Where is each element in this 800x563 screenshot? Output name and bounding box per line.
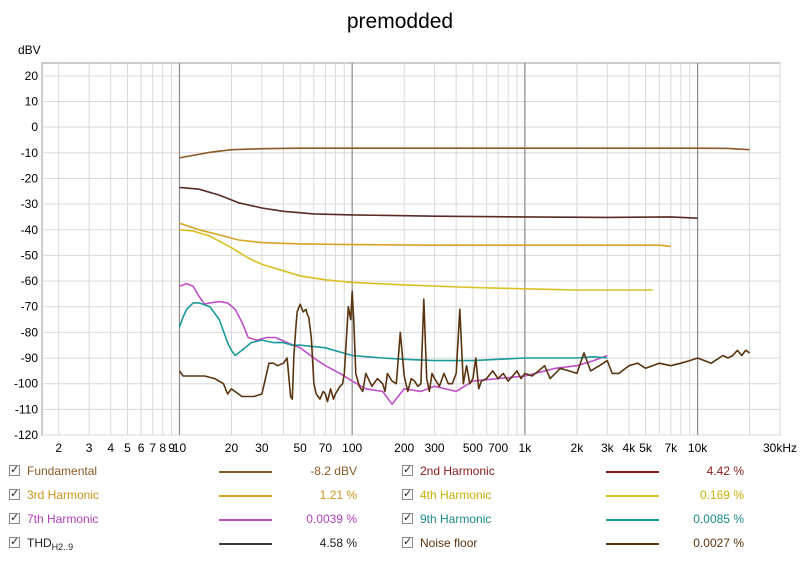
legend-name: THDH2..9 bbox=[27, 536, 74, 552]
x-tick-label: 20 bbox=[225, 441, 239, 455]
chart-series bbox=[178, 147, 751, 406]
legend-value: 4.42 % bbox=[706, 464, 744, 478]
legend-swatch bbox=[219, 519, 272, 521]
y-tick-label: -90 bbox=[21, 351, 39, 365]
legend-value: 1.21 % bbox=[319, 488, 357, 502]
series-line-fundamental bbox=[179, 147, 750, 159]
legend-value: 0.0085 % bbox=[693, 512, 744, 526]
y-tick-label: -20 bbox=[21, 171, 39, 185]
y-tick-label: -10 bbox=[21, 146, 39, 160]
x-tick-label: 10k bbox=[688, 441, 708, 455]
legend-item-9th-harmonic: 9th Harmonic 0.0085 % bbox=[393, 508, 793, 532]
legend-name: 3rd Harmonic bbox=[27, 488, 100, 502]
chart-title: premodded bbox=[346, 10, 454, 33]
y-tick-label: -100 bbox=[14, 377, 38, 391]
legend-item-thd: THDH2..9 4.58 % bbox=[0, 532, 400, 556]
series-line-9th-harmonic bbox=[178, 302, 608, 362]
x-tick-label: 5k bbox=[639, 441, 653, 455]
x-tick-label: 3k bbox=[601, 441, 615, 455]
checkbox-icon[interactable] bbox=[9, 535, 20, 548]
legend-swatch bbox=[606, 519, 659, 521]
legend-item-2nd-harmonic: 2nd Harmonic 4.42 % bbox=[393, 460, 793, 484]
x-tick-label: 6 bbox=[138, 441, 145, 455]
legend-value: 0.0027 % bbox=[693, 536, 744, 550]
legend-swatch bbox=[219, 495, 272, 497]
y-tick-label: -50 bbox=[21, 248, 39, 262]
y-tick-label: -80 bbox=[21, 325, 39, 339]
x-tick-label: 700 bbox=[488, 441, 508, 455]
y-tick-label: -30 bbox=[21, 197, 39, 211]
x-tick-label: 3 bbox=[86, 441, 93, 455]
legend: Fundamental -8.2 dBV 2nd Harmonic 4.42 % 3rd… bbox=[0, 459, 800, 563]
x-tick-label: 7k bbox=[664, 441, 678, 455]
x-tick-label: 1k bbox=[519, 441, 533, 455]
y-tick-label: -70 bbox=[21, 300, 39, 314]
legend-swatch bbox=[219, 471, 272, 473]
checkbox-icon[interactable] bbox=[9, 463, 20, 476]
y-tick-label: 20 bbox=[25, 69, 39, 83]
x-tick-label: 70 bbox=[319, 441, 333, 455]
checkbox-icon[interactable] bbox=[402, 535, 413, 548]
legend-name: 4th Harmonic bbox=[420, 488, 492, 502]
x-tick-label: 300 bbox=[425, 441, 445, 455]
legend-name: Fundamental bbox=[27, 464, 98, 478]
legend-name: Noise floor bbox=[420, 536, 478, 550]
series-line-3rd-harmonic bbox=[179, 222, 671, 248]
x-tick-labels: 2 3 4 5 6 7 8 910 20 30 50 70 100 200 300 500 700 1k 2k 3k 4… bbox=[55, 441, 797, 455]
y-axis-label: dBV bbox=[18, 43, 41, 57]
legend-item-fundamental: Fundamental -8.2 dBV bbox=[0, 460, 400, 484]
series-line-2nd-harmonic bbox=[179, 186, 698, 219]
x-tick-label: 5 bbox=[124, 441, 131, 455]
checkbox-icon[interactable] bbox=[402, 511, 413, 524]
x-tick-label: 4k bbox=[623, 441, 637, 455]
x-tick-label: 4 bbox=[107, 441, 114, 455]
x-tick-label: 500 bbox=[463, 441, 483, 455]
x-tick-label: 7 bbox=[149, 441, 156, 455]
legend-item-3rd-harmonic: 3rd Harmonic 1.21 % bbox=[0, 484, 400, 508]
x-tick-label: 100 bbox=[342, 441, 362, 455]
checkbox-icon[interactable] bbox=[9, 487, 20, 500]
x-tick-label: 200 bbox=[394, 441, 414, 455]
legend-item-noise-floor: Noise floor 0.0027 % bbox=[393, 532, 793, 556]
series-line-4th-harmonic bbox=[179, 229, 653, 291]
y-tick-label: -40 bbox=[21, 223, 39, 237]
x-tick-label: 9 bbox=[168, 441, 175, 455]
checkbox-icon[interactable] bbox=[402, 463, 413, 476]
x-tick-label: 2k bbox=[571, 441, 585, 455]
y-tick-labels: 20 10 0 -10 -20 -30 -40 -50 -60 -70 -80 -90 -100 -110… bbox=[14, 69, 38, 442]
y-tick-label: 0 bbox=[31, 120, 38, 134]
legend-item-7th-harmonic: 7th Harmonic 0.0039 % bbox=[0, 508, 400, 532]
legend-swatch bbox=[219, 543, 272, 545]
legend-name: 9th Harmonic bbox=[420, 512, 492, 526]
legend-swatch bbox=[606, 543, 659, 545]
legend-value: 4.58 % bbox=[319, 536, 357, 550]
x-tick-label: 50 bbox=[293, 441, 307, 455]
legend-item-4th-harmonic: 4th Harmonic 0.169 % bbox=[393, 484, 793, 508]
legend-swatch bbox=[606, 471, 659, 473]
checkbox-icon[interactable] bbox=[9, 511, 20, 524]
legend-value: -8.2 dBV bbox=[310, 464, 357, 478]
legend-name: 7th Harmonic bbox=[27, 512, 99, 526]
legend-swatch bbox=[606, 495, 659, 497]
x-tick-label: 30 bbox=[255, 441, 269, 455]
y-tick-label: -110 bbox=[15, 402, 38, 416]
checkbox-icon[interactable] bbox=[402, 487, 413, 500]
x-tick-label: 30kHz bbox=[763, 441, 797, 455]
x-tick-label: 8 bbox=[159, 441, 166, 455]
legend-value: 0.0039 % bbox=[306, 512, 357, 526]
y-tick-label: -120 bbox=[14, 428, 38, 442]
chart-plot: 20100-10-20-30-40-50-60-70-80-90-100-110… bbox=[14, 43, 797, 455]
legend-name: 2nd Harmonic bbox=[420, 464, 495, 478]
legend-value: 0.169 % bbox=[699, 488, 744, 502]
y-tick-label: -60 bbox=[21, 274, 39, 288]
x-tick-label: 2 bbox=[55, 441, 62, 455]
series-line-noise-floor bbox=[178, 290, 751, 403]
x-tick-label: 10 bbox=[173, 441, 187, 455]
y-tick-label: 10 bbox=[25, 94, 39, 108]
